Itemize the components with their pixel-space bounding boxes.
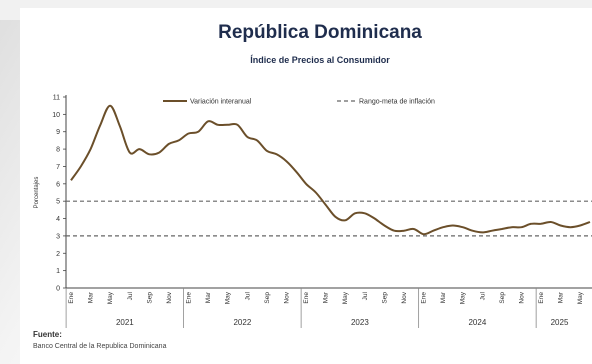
x-tick-label-34: Nov: [401, 291, 408, 303]
x-tick-label-30: Jul: [362, 291, 369, 300]
y-tick-label-9: 9: [56, 129, 60, 136]
x-tick-label-14: Mar: [205, 291, 212, 303]
x-tick-label-26: Mar: [323, 291, 330, 303]
x-tick-label-18: Jul: [244, 291, 251, 300]
x-tick-label-46: Nov: [518, 291, 525, 303]
source-text: Banco Central de la Republica Dominicana: [33, 343, 167, 350]
x-tick-label-36: Ene: [421, 292, 428, 304]
y-axis-label: Porcentajes: [34, 177, 40, 209]
year-label-2023: 2023: [351, 318, 369, 327]
x-tick-label-38: Mar: [440, 291, 447, 303]
y-tick-label-8: 8: [56, 147, 60, 154]
y-tick-label-6: 6: [56, 181, 60, 188]
y-tick-label-1: 1: [56, 268, 60, 275]
x-tick-label-22: Nov: [283, 291, 290, 303]
y-tick-label-5: 5: [56, 199, 60, 206]
x-tick-label-40: May: [460, 291, 467, 304]
year-label-2021: 2021: [116, 318, 134, 327]
legend-label-rango-meta: Rango-meta de inflación: [359, 99, 435, 106]
year-label-2025: 2025: [551, 318, 569, 327]
x-tick-label-16: May: [225, 291, 232, 304]
year-label-2024: 2024: [468, 318, 486, 327]
x-tick-label-28: May: [342, 291, 349, 304]
year-label-2022: 2022: [233, 318, 251, 327]
x-tick-label-44: Sep: [499, 292, 506, 304]
y-tick-label-4: 4: [56, 216, 60, 223]
y-tick-label-3: 3: [56, 233, 60, 240]
y-tick-label-7: 7: [56, 164, 60, 171]
legend-label-variacion: Variación interanual: [190, 99, 252, 106]
x-tick-label-52: May: [577, 291, 584, 304]
x-tick-label-50: Mar: [558, 291, 565, 303]
y-tick-label-0: 0: [56, 286, 60, 293]
x-tick-label-42: Jul: [479, 291, 486, 300]
y-tick-label-2: 2: [56, 251, 60, 258]
x-tick-label-48: Ene: [538, 292, 545, 304]
chart-subtitle: Índice de Precios al Consumidor: [250, 55, 390, 65]
series-line-variacion-interanual: [70, 104, 591, 236]
x-tick-label-10: Nov: [166, 291, 173, 303]
x-tick-label-12: Ene: [186, 292, 193, 304]
source-label: Fuente:: [33, 330, 62, 339]
x-tick-label-8: Sep: [146, 292, 153, 304]
x-tick-label-2: Mar: [88, 291, 95, 303]
x-tick-label-24: Ene: [303, 292, 310, 304]
x-tick-label-20: Sep: [264, 292, 271, 304]
y-tick-label-11: 11: [53, 95, 60, 102]
chart-title: República Dominicana: [218, 22, 422, 43]
y-tick-label-10: 10: [52, 112, 60, 119]
x-tick-label-0: Ene: [68, 292, 75, 304]
chart-card: [20, 8, 592, 364]
x-tick-label-32: Sep: [381, 292, 388, 304]
x-tick-label-6: Jul: [127, 291, 134, 300]
x-tick-label-4: May: [107, 291, 114, 304]
